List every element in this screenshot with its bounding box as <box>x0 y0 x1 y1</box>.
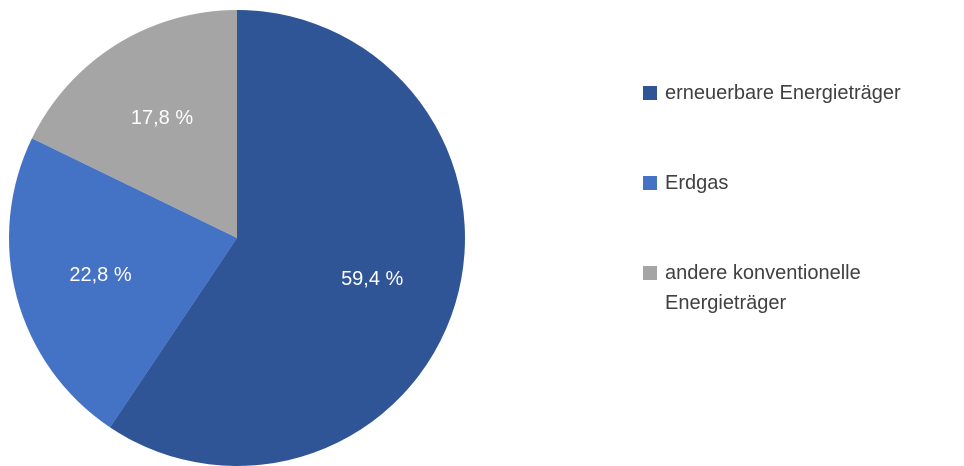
legend-swatch-1 <box>643 86 657 100</box>
legend-label-3-line-2: Energieträger <box>665 292 787 314</box>
legend-label-3-line-1: andere konventionelle <box>665 262 861 284</box>
legend-swatch-3 <box>643 266 657 280</box>
legend-label-2: Erdgas <box>665 172 728 194</box>
pie-slice-1 <box>110 10 465 466</box>
pie-data-label-3: 17,8 % <box>131 107 193 129</box>
legend: erneuerbare Energieträger Erdgas andere ko… <box>643 82 901 314</box>
pie-slice-2 <box>9 138 238 428</box>
pie-data-label-1: 59,4 % <box>341 268 403 290</box>
pie-data-labels: 59,4 % 22,8 % 17,8 % <box>69 107 403 290</box>
pie-data-label-2: 22,8 % <box>69 264 131 286</box>
legend-swatch-2 <box>643 176 657 190</box>
pie-slice-3 <box>31 10 237 238</box>
legend-label-1: erneuerbare Energieträger <box>665 82 901 104</box>
pie-slices <box>9 10 465 466</box>
